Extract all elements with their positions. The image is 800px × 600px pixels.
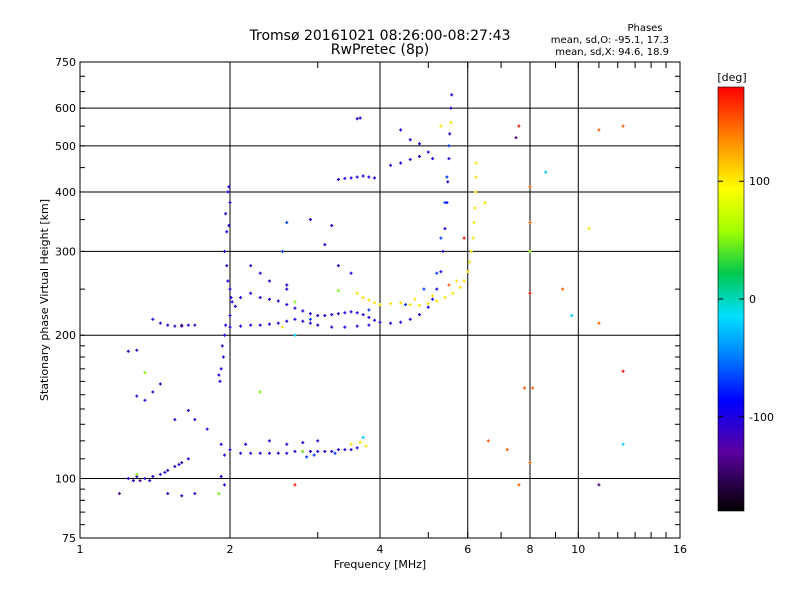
colorbar-tick-label: 0	[749, 293, 756, 306]
x-tick-label: 10	[571, 543, 585, 556]
data-points	[117, 93, 625, 498]
chart-title: Tromsø 20161021 08:26:00-08:27:43	[249, 28, 511, 44]
x-tick-labels: 1 2 4 6 8 10 16	[77, 543, 688, 556]
y-tick-labels: 75 100 200 300 400 500 600 750	[55, 56, 76, 545]
y-tick-label: 100	[55, 473, 76, 486]
x-tick-label: 2	[227, 543, 234, 556]
y-tick-label: 200	[55, 329, 76, 342]
colorbar-label: [deg]	[717, 71, 746, 84]
y-axis-label: Stationary phase Virtual Height [km]	[38, 199, 51, 401]
axis-ticks	[79, 62, 681, 538]
colorbar-tick-label: -100	[749, 411, 774, 424]
x-tick-label: 1	[77, 543, 84, 556]
y-tick-label: 750	[55, 56, 76, 69]
phase-o-line: mean, sd,O: -95.1, 17.3	[551, 35, 669, 46]
phase-heading: Phases	[627, 23, 662, 34]
y-tick-label: 600	[55, 102, 76, 115]
x-tick-label: 8	[527, 543, 534, 556]
x-tick-label: 16	[673, 543, 687, 556]
grid-lines	[80, 62, 680, 538]
y-tick-label: 300	[55, 245, 76, 258]
x-axis-label: Frequency [MHz]	[334, 558, 426, 571]
colorbar-ticks: 100 0 -100	[718, 175, 774, 424]
x-tick-label: 6	[464, 543, 471, 556]
phase-x-line: mean, sd,X: 94.6, 18.9	[555, 47, 669, 58]
y-tick-label: 500	[55, 140, 76, 153]
y-tick-label: 75	[62, 532, 76, 545]
x-tick-label: 4	[377, 543, 384, 556]
colorbar-tick-label: 100	[749, 175, 770, 188]
chart-subtitle: RwPretec (8p)	[331, 42, 429, 58]
y-tick-label: 400	[55, 186, 76, 199]
